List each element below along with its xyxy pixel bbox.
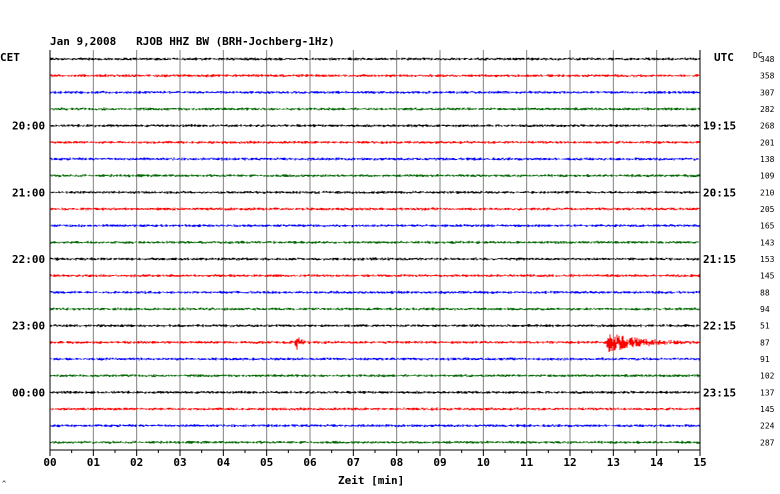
x-tick-label: 01	[87, 456, 101, 469]
utc-axis-label: UTC	[714, 51, 734, 64]
seismic-traces	[49, 57, 701, 444]
dc-offset-label: 137	[760, 388, 775, 397]
x-tick-label: 13	[607, 456, 620, 469]
dc-offset-label: 210	[760, 188, 775, 197]
chart-title: Jan 9,2008 RJOB HHZ BW (BRH-Jochberg-1Hz…	[50, 35, 335, 48]
utc-time-label: 19:15	[703, 120, 736, 133]
trace-row-17	[49, 334, 701, 352]
dc-offset-label: 287	[760, 438, 775, 447]
x-tick-label: 04	[217, 456, 231, 469]
dc-offset-label: 268	[760, 122, 775, 131]
dc-offset-label: 307	[760, 88, 775, 97]
utc-time-label: 20:15	[703, 186, 736, 199]
x-tick-label: 03	[173, 456, 186, 469]
cet-time-label: 22:00	[12, 253, 45, 266]
cet-time-labels: 20:00 21:00 22:00 23:00 00:00	[12, 120, 45, 400]
dc-offset-label: 348	[760, 55, 775, 64]
dc-offset-label: 94	[760, 305, 770, 314]
cet-time-label: 00:00	[12, 386, 45, 399]
trace-row-4	[49, 124, 701, 128]
dc-offset-label: 145	[760, 272, 775, 281]
trace-row-12	[49, 257, 701, 261]
cet-time-label: 20:00	[12, 120, 45, 133]
trace-row-10	[49, 224, 701, 228]
dc-offset-label: 87	[760, 338, 770, 347]
dc-offset-label: 282	[760, 105, 775, 114]
dc-offset-label: 224	[760, 422, 775, 431]
dc-offset-label: 153	[760, 255, 775, 264]
dc-offset-labels: 348 358 307 282 268 201 138 109 210 205 165 143 153 1…	[760, 55, 775, 447]
x-tick-label: 11	[520, 456, 534, 469]
cet-axis-label: CET	[0, 51, 20, 64]
trace-row-19	[49, 374, 701, 378]
dc-offset-label: 165	[760, 222, 775, 231]
utc-time-labels: 19:15 20:15 21:15 22:15 23:15	[703, 120, 736, 400]
trace-row-15	[49, 307, 701, 311]
x-tick-label: 14	[650, 456, 664, 469]
utc-time-label: 23:15	[703, 386, 736, 399]
trace-row-22	[49, 424, 701, 428]
dc-offset-label: 205	[760, 205, 775, 214]
trace-row-8	[49, 190, 701, 194]
dc-offset-label: 109	[760, 172, 775, 181]
dc-offset-label: 358	[760, 72, 775, 81]
dc-offset-label: 143	[760, 238, 775, 247]
trace-row-7	[49, 174, 701, 178]
dc-offset-label: 88	[760, 288, 770, 297]
x-tick-label: 09	[433, 456, 446, 469]
dc-header-label: DC	[753, 51, 763, 60]
utc-time-label: 22:15	[703, 320, 736, 333]
x-axis-label: Zeit [min]	[338, 474, 405, 487]
x-tick-label: 15	[693, 456, 706, 469]
utc-time-label: 21:15	[703, 253, 736, 266]
dc-offset-label: 138	[760, 155, 775, 164]
x-tick-label: 02	[130, 456, 143, 469]
x-tick-label: 00	[43, 456, 56, 469]
trace-row-13	[49, 274, 701, 278]
corner-mark: ^	[2, 480, 7, 488]
x-tick-label: 10	[477, 456, 490, 469]
time-gridlines	[92, 50, 658, 450]
dc-offset-label: 145	[760, 405, 775, 414]
trace-row-11	[49, 240, 701, 244]
cet-time-label: 23:00	[12, 320, 45, 333]
trace-row-3	[49, 107, 701, 111]
trace-row-2	[49, 90, 701, 94]
cet-time-label: 21:00	[12, 186, 45, 199]
trace-row-20	[49, 390, 701, 394]
x-tick-label: 08	[390, 456, 403, 469]
x-tick-label: 06	[303, 456, 317, 469]
trace-row-23	[49, 440, 701, 444]
trace-row-0	[49, 57, 701, 61]
x-tick-label: 12	[563, 456, 576, 469]
trace-row-21	[49, 407, 701, 411]
dc-offset-label: 201	[760, 138, 775, 147]
dc-offset-label: 102	[760, 372, 775, 381]
dc-offset-label: 51	[760, 322, 770, 331]
x-tick-label: 05	[260, 456, 273, 469]
trace-row-18	[49, 357, 701, 361]
x-axis-ticks: 00 01 02 03 04 05 06 07 08 09 10 11 12 13 14 15	[43, 450, 707, 469]
x-tick-label: 07	[347, 456, 360, 469]
trace-row-6	[49, 157, 701, 161]
trace-row-5	[49, 140, 701, 144]
trace-row-1	[49, 74, 701, 78]
trace-row-16	[49, 324, 701, 328]
trace-row-14	[49, 290, 701, 294]
dc-offset-label: 91	[760, 355, 770, 364]
trace-row-9	[49, 207, 701, 211]
